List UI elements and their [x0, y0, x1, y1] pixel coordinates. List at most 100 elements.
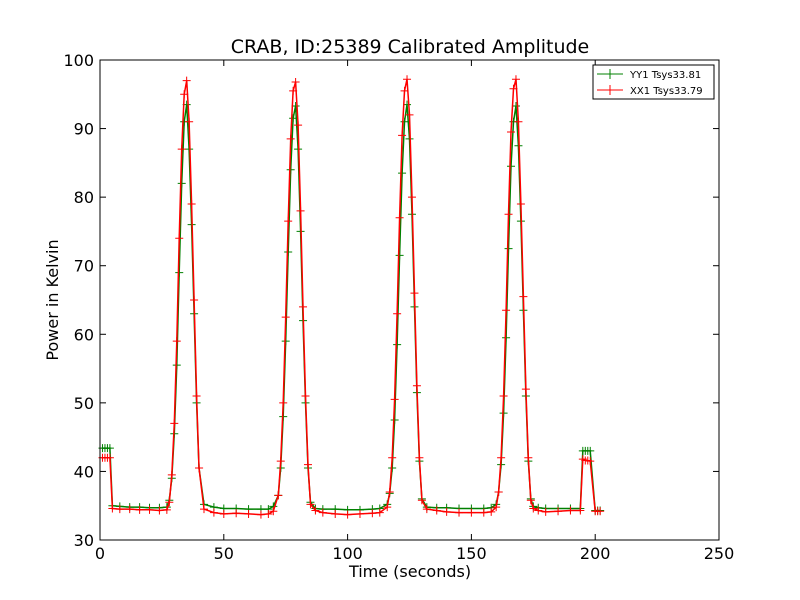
data-point [494, 488, 503, 496]
y-tick-label: 70 [74, 257, 94, 276]
data-point [264, 509, 273, 518]
data-point [417, 496, 426, 505]
data-point [400, 86, 409, 95]
data-point [177, 145, 186, 154]
data-point [516, 200, 525, 208]
data-point [195, 464, 204, 472]
data-point [145, 505, 154, 514]
data-point [395, 213, 404, 222]
data-point [467, 508, 476, 517]
data-point [296, 206, 305, 215]
data-point [375, 508, 384, 517]
x-tick-label: 50 [214, 544, 234, 563]
legend-marker-yy1 [605, 69, 615, 79]
data-point [507, 128, 516, 136]
data-point [199, 505, 208, 514]
series-1 [98, 75, 605, 519]
data-point [455, 508, 464, 517]
data-point [355, 509, 364, 518]
data-point [209, 508, 218, 517]
data-point [244, 509, 253, 518]
data-point [390, 416, 399, 424]
data-point [388, 453, 397, 462]
data-point [507, 162, 516, 171]
legend-label-yy1: YY1 Tsys33.81 [629, 70, 701, 81]
y-tick-label: 30 [74, 531, 94, 550]
y-axis-label: Power in Kelvin [43, 239, 62, 360]
data-point [192, 392, 201, 400]
data-point [534, 506, 543, 515]
legend-box [592, 64, 715, 100]
data-point [180, 90, 189, 99]
data-point [368, 509, 377, 518]
data-point [294, 121, 303, 130]
data-point [306, 500, 315, 509]
data-point [177, 179, 186, 188]
data-point [105, 444, 114, 453]
data-point [115, 505, 124, 514]
data-point [289, 86, 298, 95]
data-point [303, 460, 312, 469]
data-point [289, 114, 298, 123]
data-point [479, 508, 488, 517]
data-point [524, 453, 533, 462]
data-point [526, 496, 535, 505]
data-point [541, 507, 550, 516]
data-point [232, 509, 241, 518]
data-point [398, 131, 407, 140]
data-point [509, 84, 518, 93]
data-point [487, 507, 496, 516]
data-point [172, 337, 181, 346]
data-point [269, 507, 278, 516]
y-tick-label: 60 [74, 325, 94, 344]
axes-frame [99, 59, 720, 541]
data-point [187, 200, 196, 208]
data-point [566, 506, 575, 515]
data-point [492, 503, 501, 512]
data-point [175, 234, 184, 243]
data-point [284, 217, 293, 226]
x-tick-label: 100 [332, 544, 363, 563]
data-point [398, 169, 407, 178]
data-point [190, 296, 199, 304]
legend: YY1 Tsys33.81 XX1 Tsys33.79 [592, 64, 715, 100]
data-point [291, 77, 300, 86]
data-point [286, 165, 295, 174]
chart-title: CRAB, ID:25389 Calibrated Amplitude [231, 36, 590, 58]
data-point [405, 110, 414, 119]
data-point [281, 313, 290, 322]
data-point [301, 392, 310, 400]
data-point [383, 503, 392, 512]
data-point [497, 453, 506, 462]
data-point [504, 210, 513, 219]
data-point [554, 507, 563, 516]
data-point [390, 395, 399, 404]
data-point [412, 381, 421, 390]
data-point [256, 510, 265, 519]
data-point [586, 446, 595, 455]
data-point [135, 505, 144, 514]
data-point [170, 419, 179, 428]
data-point [514, 117, 523, 126]
data-point [502, 306, 511, 315]
data-point [511, 75, 520, 84]
data-point [442, 507, 451, 516]
data-point [155, 506, 164, 515]
data-point [162, 505, 171, 514]
data-point [276, 457, 285, 466]
data-point [185, 117, 194, 126]
data-point [167, 470, 176, 479]
y-tick-label: 50 [74, 394, 94, 413]
data-point [410, 289, 419, 298]
data-point [393, 340, 402, 349]
data-point [586, 457, 595, 466]
data-point [393, 309, 402, 318]
data-point [299, 302, 308, 311]
data-point [125, 505, 134, 514]
data-point [407, 193, 416, 202]
data-point [403, 75, 412, 84]
y-tick-label: 100 [63, 51, 94, 70]
ticks: 0 50 100 150 200 250 30 40 50 60 70 80 90 100 [63, 51, 734, 563]
